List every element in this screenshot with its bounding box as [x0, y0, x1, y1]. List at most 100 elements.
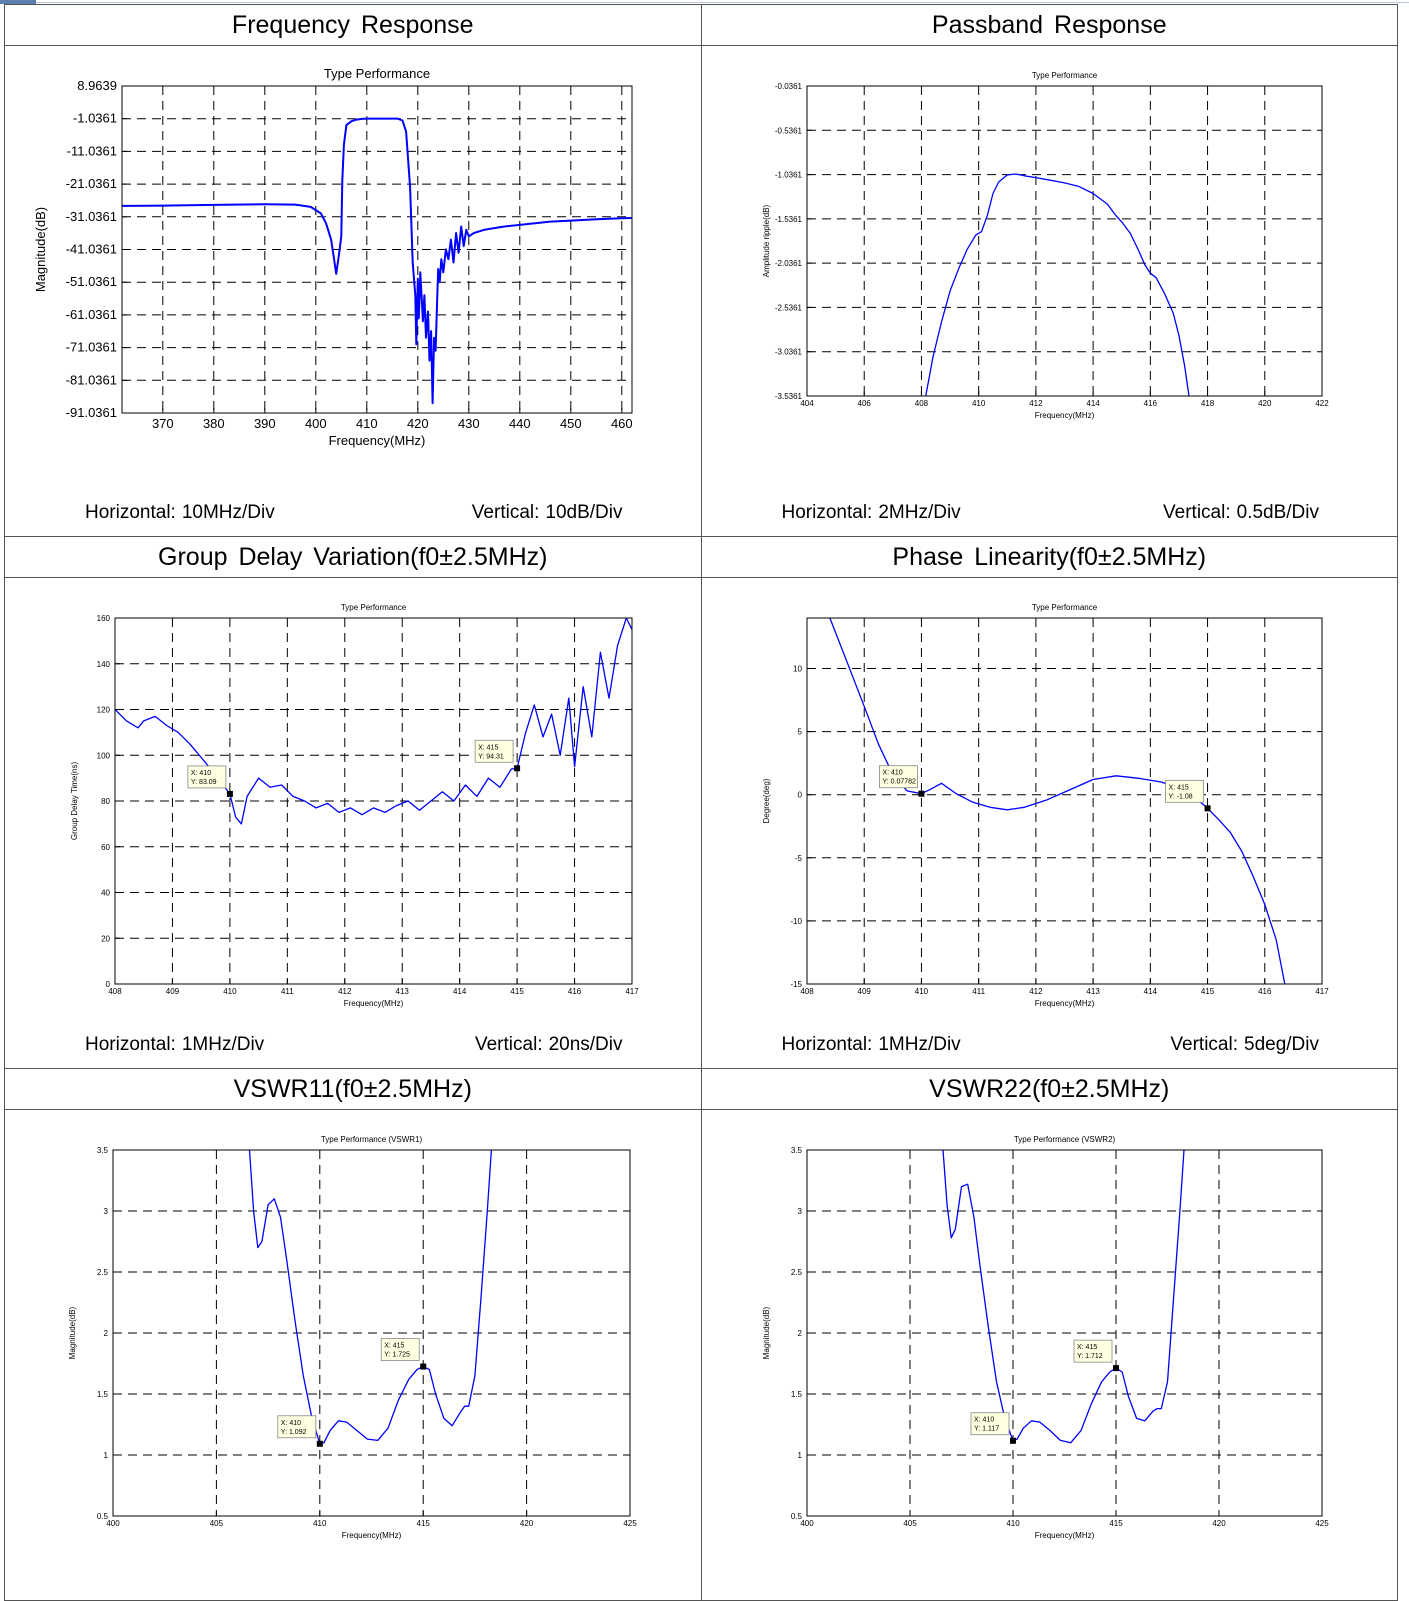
data-cursor-point — [420, 1363, 427, 1370]
x-tick-label: 410 — [356, 416, 378, 431]
data-cursor-box — [1164, 779, 1204, 803]
y-tick-label: 120 — [97, 706, 111, 715]
x-tick-label: 415 — [510, 987, 524, 996]
x-tick-label: 400 — [800, 1519, 814, 1528]
data-cursor-y: Y: -1.08 — [1168, 793, 1192, 800]
cell-group-delay: Type Performance 408 409 410 411 412 413 414 415… — [4, 577, 702, 1069]
plot-frame — [806, 1149, 1322, 1517]
y-tick-label: 3 — [797, 1207, 802, 1216]
x-tick-label: 460 — [611, 416, 633, 431]
x-tick-label: 440 — [509, 416, 531, 431]
caption-vertical-value: 10dB/Div — [545, 502, 623, 523]
data-cursor-point — [514, 765, 521, 772]
x-tick-label: 415 — [1200, 987, 1214, 996]
x-axis-label: Frequency(MHz) — [1034, 999, 1094, 1008]
x-tick-label: 420 — [407, 416, 429, 431]
data-cursor-point — [1204, 805, 1211, 812]
caption-vertical-label: Vertical: — [1163, 502, 1231, 523]
caption-horizontal-value: 2MHz/Div — [878, 502, 961, 523]
header-vswr11: VSWR11(f0±2.5MHz) — [4, 1068, 702, 1110]
data-cursor-y: Y: 94.31 — [478, 753, 504, 760]
plot-area — [806, 618, 1322, 984]
caption-vertical: Vertical: 20ns/Div — [475, 1034, 623, 1056]
y-tick-label: -81.0361 — [66, 372, 117, 387]
performance-table: Frequency Response Passband Response Typ… — [4, 4, 1398, 1601]
y-tick-label: 0 — [106, 980, 111, 989]
x-tick-label: 410 — [914, 987, 928, 996]
y-tick-label: -1.5361 — [774, 215, 802, 224]
y-axis-label: Magnitude(dB) — [33, 207, 48, 292]
chart-title: Type Performance (VSWR1) — [321, 1135, 423, 1144]
y-axis-label: Magnitude(dB) — [762, 1306, 771, 1359]
y-tick-label: 1 — [104, 1451, 109, 1460]
header-accent — [0, 0, 36, 4]
caption-group-delay: Horizontal: 1MHz/Div Vertical: 20ns/Div — [5, 1034, 701, 1058]
data-cursor-x: X: 415 — [384, 1343, 404, 1350]
x-tick-label: 390 — [254, 416, 276, 431]
x-tick-label: 416 — [1143, 399, 1157, 408]
y-tick-label: -10 — [790, 917, 802, 926]
x-tick-label: 408 — [108, 987, 122, 996]
x-tick-label: 414 — [1086, 399, 1100, 408]
chart-frequency-response: Type Performance 370 380 390 400 410 420 430 440… — [33, 66, 633, 448]
plot-frame — [121, 85, 633, 414]
y-tick-label: 8.9639 — [77, 78, 117, 93]
caption-vertical-value: 5deg/Div — [1244, 1034, 1319, 1055]
chart-passband-response: Type Performance 404 406 408 410 412 414 416 418… — [762, 71, 1329, 420]
caption-passband-response: Horizontal: 2MHz/Div Vertical: 0.5dB/Div — [702, 502, 1398, 526]
y-tick-label: -11.0361 — [67, 143, 117, 158]
y-tick-label: 3.5 — [97, 1146, 109, 1155]
header-rule — [36, 2, 1409, 3]
series-line — [941, 1150, 1185, 1444]
data-cursor-y: Y: 0.07782 — [882, 779, 916, 786]
x-tick-label: 408 — [800, 987, 814, 996]
data-cursor-x: X: 415 — [1168, 784, 1188, 791]
x-tick-label: 417 — [1315, 987, 1329, 996]
y-tick-label: 1.5 — [97, 1390, 109, 1399]
data-cursor-box — [187, 765, 227, 789]
chart-title: Type Performance — [324, 66, 430, 81]
caption-vertical-label: Vertical: — [1170, 1034, 1238, 1055]
y-axis-label: Degree(deg) — [762, 778, 771, 823]
x-tick-label: 420 — [1212, 1519, 1226, 1528]
data-cursor-y: Y: 1.092 — [281, 1429, 307, 1436]
data-cursor-x: X: 410 — [974, 1417, 994, 1424]
y-tick-label: 2.5 — [790, 1268, 802, 1277]
y-tick-label: 3.5 — [790, 1146, 802, 1155]
caption-horizontal: Horizontal: 1MHz/Div — [85, 1034, 264, 1056]
y-tick-label: -2.5361 — [774, 303, 802, 312]
data-cursor-box — [474, 739, 514, 763]
y-tick-label: -2.0361 — [774, 259, 802, 268]
cell-vswr11: Type Performance (VSWR1) 400 405 410 415 420 4… — [4, 1109, 702, 1601]
y-tick-label: 2 — [797, 1329, 802, 1338]
cell-passband-response: Type Performance 404 406 408 410 412 414 416 418… — [700, 45, 1398, 537]
x-tick-label: 420 — [1258, 399, 1272, 408]
plot-area — [806, 86, 1322, 396]
y-tick-label: -0.5361 — [774, 126, 802, 135]
y-tick-label: 0 — [797, 791, 802, 800]
x-tick-label: 450 — [560, 416, 582, 431]
x-tick-label: 425 — [623, 1519, 637, 1528]
chart-title: Type Performance (VSWR2) — [1013, 1135, 1115, 1144]
series-line — [122, 117, 632, 405]
x-tick-label: 413 — [1086, 987, 1100, 996]
data-cursor-y: Y: 83.09 — [191, 779, 217, 786]
caption-horizontal-value: 1MHz/Div — [181, 1034, 265, 1055]
y-axis-label: Magnitude(dB) — [68, 1306, 77, 1359]
data-cursor-y: Y: 1.725 — [384, 1352, 410, 1359]
y-tick-label: 10 — [793, 664, 802, 673]
chart-vswr22: Type Performance (VSWR2) 400 405 410 415 420 4… — [762, 1135, 1329, 1540]
x-tick-label: 410 — [971, 399, 985, 408]
x-tick-label: 417 — [625, 987, 639, 996]
page-header-strip — [0, 0, 1409, 4]
x-tick-label: 410 — [313, 1519, 327, 1528]
y-tick-label: -91.0361 — [66, 405, 117, 420]
x-tick-label: 416 — [1258, 987, 1272, 996]
series-line — [828, 618, 1285, 984]
x-axis-label: Frequency(MHz) — [344, 999, 404, 1008]
caption-phase-linearity: Horizontal: 1MHz/Div Vertical: 5deg/Div — [702, 1034, 1398, 1058]
y-tick-label: 5 — [797, 728, 802, 737]
x-axis-label: Frequency(MHz) — [1034, 1531, 1094, 1540]
x-tick-label: 416 — [568, 987, 582, 996]
cell-vswr22: Type Performance (VSWR2) 400 405 410 415 420 4… — [700, 1109, 1398, 1601]
